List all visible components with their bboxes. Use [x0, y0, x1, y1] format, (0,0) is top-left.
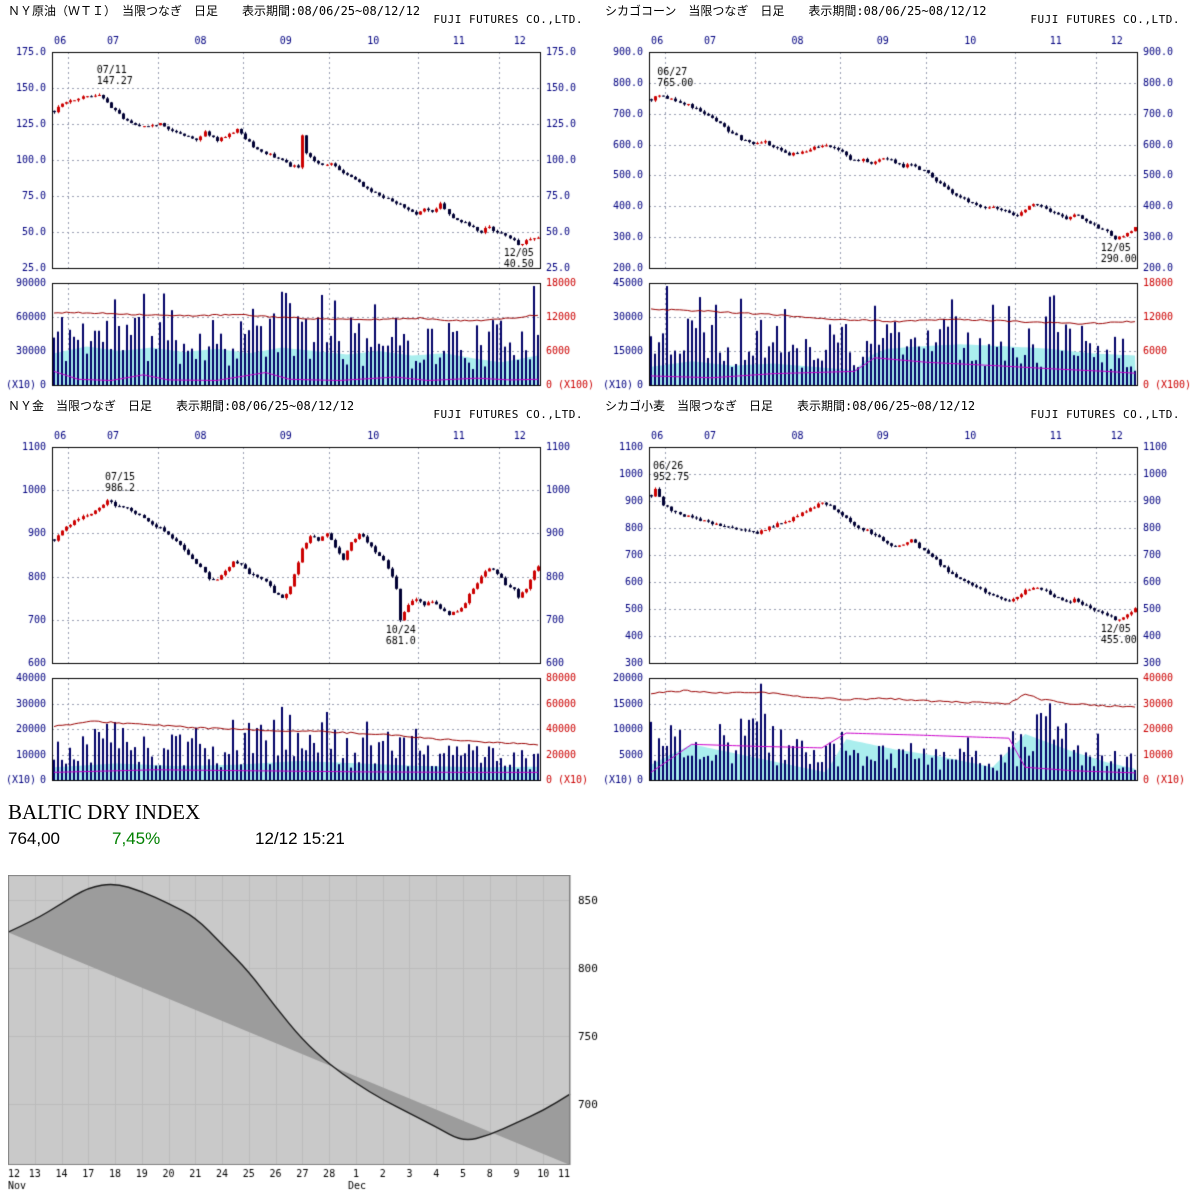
bdi-timestamp: 12/12 15:21 — [255, 829, 345, 848]
bdi-last-value: 764,00 — [8, 829, 60, 848]
chicago-corn-candlestick-chart — [597, 28, 1194, 392]
chicago-wheat-candlestick-chart — [597, 423, 1194, 787]
bdi-area-chart — [8, 875, 608, 1191]
chart-title-ny-crude-wti: ＮＹ原油（ＷＴＩ） 当限つなぎ 日足 表示期間:08/06/25~08/12/1… — [8, 4, 421, 18]
chart-panel-chicago-corn: シカゴコーン 当限つなぎ 日足 表示期間:08/06/25~08/12/12 F… — [597, 0, 1194, 392]
chart-panel-chicago-wheat: シカゴ小麦 当限つなぎ 日足 表示期間:08/06/25~08/12/12 FU… — [597, 395, 1194, 787]
ny-gold-candlestick-chart — [0, 423, 597, 787]
chart-panel-ny-gold: ＮＹ金 当限つなぎ 日足 表示期間:08/06/25~08/12/12 FUJI… — [0, 395, 597, 787]
bdi-change-percent: 7,45% — [112, 829, 161, 848]
broker-credit: FUJI FUTURES CO.,LTD. — [433, 13, 583, 26]
chart-title-chicago-corn: シカゴコーン 当限つなぎ 日足 表示期間:08/06/25~08/12/12 — [605, 4, 987, 18]
chart-panel-ny-crude-wti: ＮＹ原油（ＷＴＩ） 当限つなぎ 日足 表示期間:08/06/25~08/12/1… — [0, 0, 597, 392]
chart-title-chicago-wheat: シカゴ小麦 当限つなぎ 日足 表示期間:08/06/25~08/12/12 — [605, 399, 976, 413]
chart-title-ny-gold: ＮＹ金 当限つなぎ 日足 表示期間:08/06/25~08/12/12 — [8, 399, 355, 413]
broker-credit: FUJI FUTURES CO.,LTD. — [433, 408, 583, 421]
broker-credit: FUJI FUTURES CO.,LTD. — [1030, 13, 1180, 26]
bdi-title: BALTIC DRY INDEX — [8, 800, 201, 824]
broker-credit: FUJI FUTURES CO.,LTD. — [1030, 408, 1180, 421]
ny-crude-wti-candlestick-chart — [0, 28, 597, 392]
